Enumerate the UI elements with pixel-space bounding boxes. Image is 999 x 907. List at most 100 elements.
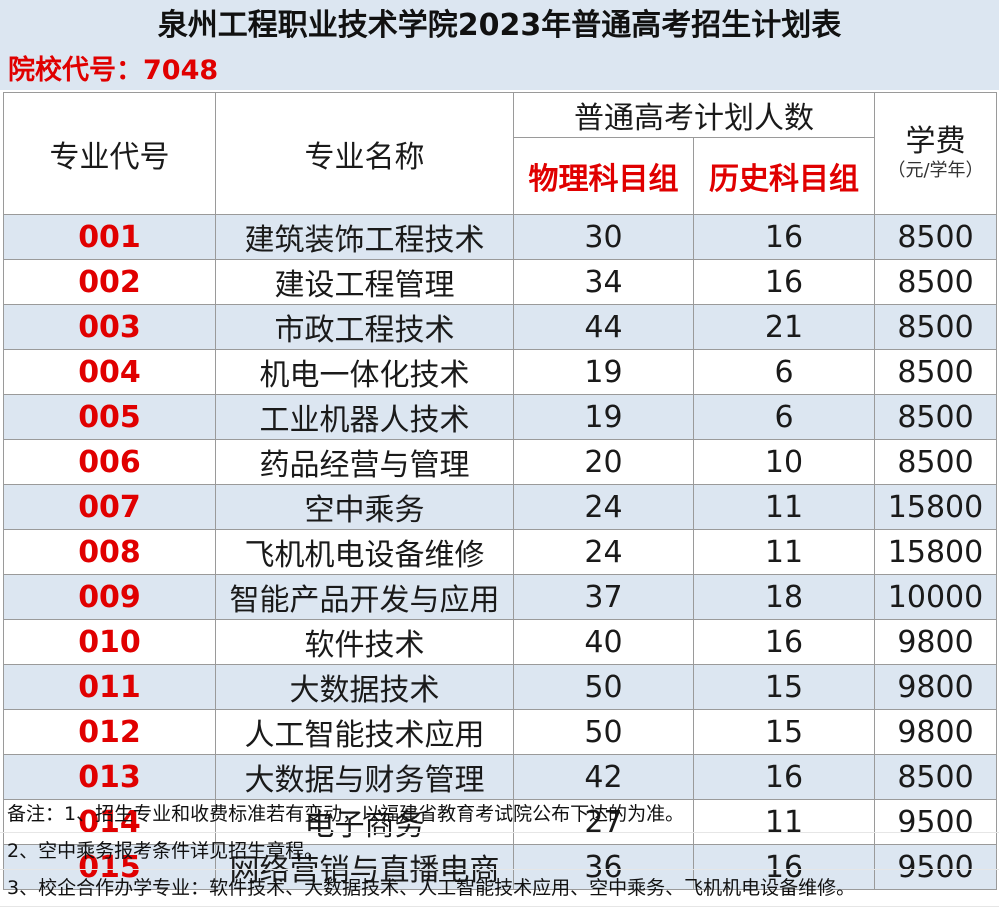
- header-history-group: 历史科目组: [693, 137, 875, 215]
- physics-count-cell: 19: [513, 394, 694, 440]
- header-physics-group: 物理科目组: [513, 137, 694, 215]
- fee-cell: 9800: [874, 664, 997, 710]
- major-code-cell: 001: [3, 214, 216, 260]
- major-code-cell: 012: [3, 709, 216, 755]
- physics-count-cell: 30: [513, 214, 694, 260]
- header-fee: 学费 （元/学年）: [874, 92, 997, 215]
- physics-count-cell: 42: [513, 754, 694, 800]
- physics-count-cell: 44: [513, 304, 694, 350]
- major-code-cell: 002: [3, 259, 216, 305]
- major-name-cell: 大数据与财务管理: [215, 754, 514, 800]
- table-row: 002 建设工程管理 34 16 8500: [3, 259, 997, 305]
- major-name-cell: 大数据技术: [215, 664, 514, 710]
- history-count-cell: 6: [693, 394, 875, 440]
- table-row: 004 机电一体化技术 19 6 8500: [3, 349, 997, 395]
- physics-count-cell: 24: [513, 484, 694, 530]
- notes-section: 备注：1、招生专业和收费标准若有变动，以福建省教育考试院公布下达的为准。 2、空…: [0, 796, 999, 907]
- table-row: 011 大数据技术 50 15 9800: [3, 664, 997, 710]
- major-code-cell: 013: [3, 754, 216, 800]
- fee-cell: 9800: [874, 619, 997, 665]
- header-major-name: 专业名称: [215, 92, 514, 215]
- fee-cell: 8500: [874, 259, 997, 305]
- table-row: 014 电子商务 27 11 9500: [3, 799, 997, 845]
- major-name-cell: 智能产品开发与应用: [215, 574, 514, 620]
- note-line: 备注：1、招生专业和收费标准若有变动，以福建省教育考试院公布下达的为准。: [0, 796, 999, 833]
- table-row: 009 智能产品开发与应用 37 18 10000: [3, 574, 997, 620]
- history-count-cell: 15: [693, 664, 875, 710]
- title-band: [0, 0, 999, 90]
- major-name-cell: 药品经营与管理: [215, 439, 514, 485]
- major-name-cell: 建筑装饰工程技术: [215, 214, 514, 260]
- history-count-cell: 10: [693, 439, 875, 485]
- plan-table-body: 001 建筑装饰工程技术 30 16 8500 002 建设工程管理 34 16…: [3, 214, 997, 890]
- major-name-cell: 人工智能技术应用: [215, 709, 514, 755]
- history-count-cell: 18: [693, 574, 875, 620]
- major-name-cell: 工业机器人技术: [215, 394, 514, 440]
- history-count-cell: 11: [693, 529, 875, 575]
- major-code-cell: 014: [3, 799, 216, 845]
- table-row: 003 市政工程技术 44 21 8500: [3, 304, 997, 350]
- major-name-cell: 软件技术: [215, 619, 514, 665]
- major-code-cell: 015: [3, 844, 216, 890]
- physics-count-cell: 36: [513, 844, 694, 890]
- fee-cell: 15800: [874, 484, 997, 530]
- physics-count-cell: 40: [513, 619, 694, 665]
- fee-cell: 8500: [874, 214, 997, 260]
- table-row: 010 软件技术 40 16 9800: [3, 619, 997, 665]
- major-code-cell: 005: [3, 394, 216, 440]
- physics-count-cell: 20: [513, 439, 694, 485]
- physics-count-cell: 19: [513, 349, 694, 395]
- header-major-code: 专业代号: [3, 92, 216, 215]
- header-plan-group: 普通高考计划人数: [513, 92, 875, 138]
- enrollment-plan-table: 专业代号 专业名称 普通高考计划人数 学费 （元/学年） 物理科目组 历史科目组…: [3, 92, 997, 890]
- history-count-cell: 21: [693, 304, 875, 350]
- fee-cell: 15800: [874, 529, 997, 575]
- note-line: 2、空中乘务报考条件详见招生章程。: [0, 833, 999, 870]
- history-count-cell: 15: [693, 709, 875, 755]
- page-title: 泉州工程职业技术学院2023年普通高考招生计划表: [157, 8, 842, 43]
- history-count-cell: 16: [693, 619, 875, 665]
- physics-count-cell: 27: [513, 799, 694, 845]
- major-name-cell: 市政工程技术: [215, 304, 514, 350]
- physics-count-cell: 50: [513, 664, 694, 710]
- major-code-cell: 006: [3, 439, 216, 485]
- history-count-cell: 16: [693, 214, 875, 260]
- table-row: 007 空中乘务 24 11 15800: [3, 484, 997, 530]
- fee-cell: 9500: [874, 799, 997, 845]
- major-name-cell: 建设工程管理: [215, 259, 514, 305]
- table-row: 001 建筑装饰工程技术 30 16 8500: [3, 214, 997, 260]
- major-name-cell: 飞机机电设备维修: [215, 529, 514, 575]
- physics-count-cell: 50: [513, 709, 694, 755]
- note-line: 3、校企合作办学专业：软件技术、大数据技术、人工智能技术应用、空中乘务、飞机机电…: [0, 870, 999, 907]
- fee-cell: 9800: [874, 709, 997, 755]
- table-row: 013 大数据与财务管理 42 16 8500: [3, 754, 997, 800]
- history-count-cell: 11: [693, 484, 875, 530]
- table-row: 006 药品经营与管理 20 10 8500: [3, 439, 997, 485]
- history-count-cell: 16: [693, 844, 875, 890]
- fee-cell: 10000: [874, 574, 997, 620]
- history-count-cell: 16: [693, 754, 875, 800]
- header-fee-unit: （元/学年）: [887, 159, 984, 181]
- fee-cell: 8500: [874, 754, 997, 800]
- major-name-cell: 电子商务: [215, 799, 514, 845]
- school-code: 院校代号：7048: [8, 55, 219, 86]
- table-row: 015 网络营销与直播电商 36 16 9500: [3, 844, 997, 890]
- fee-cell: 8500: [874, 304, 997, 350]
- history-count-cell: 6: [693, 349, 875, 395]
- fee-cell: 8500: [874, 349, 997, 395]
- major-code-cell: 007: [3, 484, 216, 530]
- major-name-cell: 空中乘务: [215, 484, 514, 530]
- major-name-cell: 机电一体化技术: [215, 349, 514, 395]
- fee-cell: 8500: [874, 394, 997, 440]
- major-code-cell: 011: [3, 664, 216, 710]
- header-fee-label: 学费: [905, 123, 966, 159]
- major-code-cell: 010: [3, 619, 216, 665]
- fee-cell: 9500: [874, 844, 997, 890]
- physics-count-cell: 24: [513, 529, 694, 575]
- fee-cell: 8500: [874, 439, 997, 485]
- table-row: 008 飞机机电设备维修 24 11 15800: [3, 529, 997, 575]
- major-name-cell: 网络营销与直播电商: [215, 844, 514, 890]
- major-code-cell: 009: [3, 574, 216, 620]
- physics-count-cell: 37: [513, 574, 694, 620]
